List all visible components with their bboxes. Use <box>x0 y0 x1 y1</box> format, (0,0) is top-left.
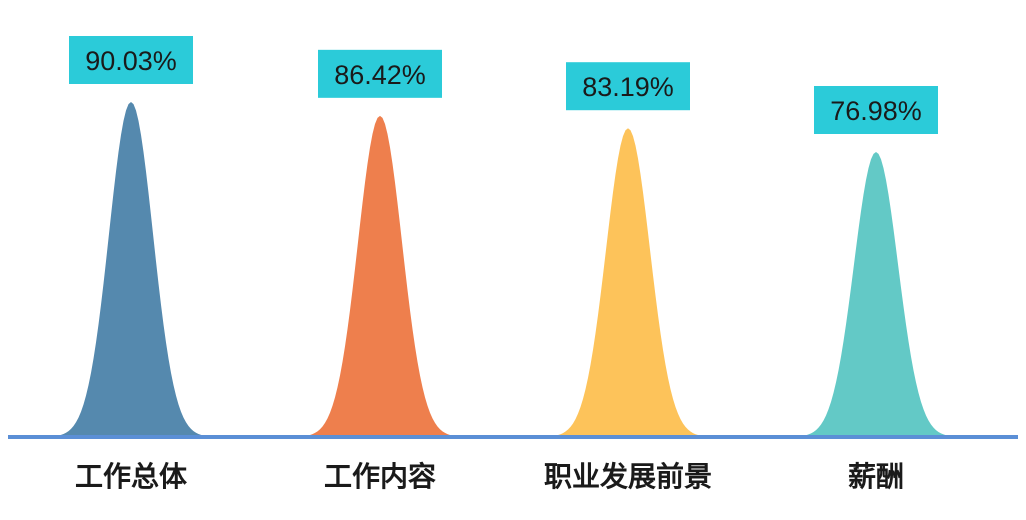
peak-4 <box>776 152 976 437</box>
peaks-group <box>31 102 976 437</box>
data-label-box-2 <box>318 49 442 98</box>
category-label-4: 薪酬 <box>848 460 904 493</box>
category-label-2: 工作内容 <box>324 460 436 493</box>
category-label-3: 职业发展前景 <box>544 460 712 493</box>
peak-2 <box>280 115 480 437</box>
peak-3 <box>528 128 728 437</box>
category-labels-group: 工作总体 工作内容 职业发展前景 薪酬 <box>75 460 904 493</box>
peak-1 <box>31 102 231 437</box>
data-label-2: 86.42% <box>334 60 426 90</box>
data-label-box-1 <box>69 36 193 84</box>
data-label-3: 83.19% <box>582 72 674 102</box>
data-label-4: 76.98% <box>830 96 922 126</box>
data-labels-group: 90.03% 86.42% 83.19% 76.98% <box>69 36 938 134</box>
data-label-1: 90.03% <box>85 46 177 76</box>
category-label-1: 工作总体 <box>75 460 188 493</box>
data-label-box-4 <box>814 86 938 134</box>
data-label-box-3 <box>566 62 690 111</box>
